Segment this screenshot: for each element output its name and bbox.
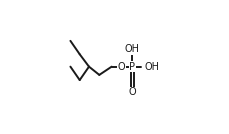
- Text: OH: OH: [144, 62, 158, 72]
- Text: OH: OH: [124, 44, 139, 54]
- Text: O: O: [117, 62, 125, 72]
- Text: P: P: [129, 62, 135, 72]
- Text: O: O: [128, 87, 136, 97]
